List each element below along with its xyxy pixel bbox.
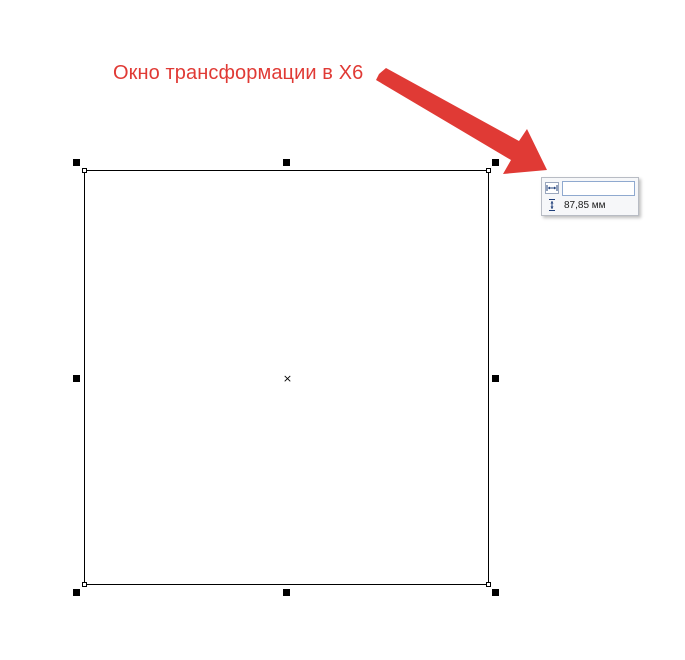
corner-node-bottom-left[interactable] (82, 582, 87, 587)
center-mark-icon[interactable]: × (282, 372, 293, 385)
width-row (545, 180, 635, 196)
height-row: 87,85 мм (545, 197, 635, 213)
handle-bottom-right[interactable] (492, 589, 499, 596)
horizontal-dimension-icon (545, 181, 559, 195)
handle-bottom-middle[interactable] (283, 589, 290, 596)
arrow-icon (376, 68, 547, 174)
handle-bottom-left[interactable] (73, 589, 80, 596)
height-value[interactable]: 87,85 мм (564, 199, 606, 211)
handle-top-left[interactable] (73, 159, 80, 166)
corner-node-top-left[interactable] (82, 168, 87, 173)
handle-middle-right[interactable] (492, 375, 499, 382)
width-field[interactable] (562, 180, 635, 196)
handle-middle-left[interactable] (73, 375, 80, 382)
vertical-dimension-icon (545, 198, 559, 212)
transform-popup: 87,85 мм (541, 177, 639, 216)
selected-rectangle[interactable] (84, 170, 489, 585)
corner-node-bottom-right[interactable] (486, 582, 491, 587)
handle-top-middle[interactable] (283, 159, 290, 166)
annotation-label: Окно трансформации в X6 (113, 62, 364, 84)
handle-top-right[interactable] (492, 159, 499, 166)
corner-node-top-right[interactable] (486, 168, 491, 173)
